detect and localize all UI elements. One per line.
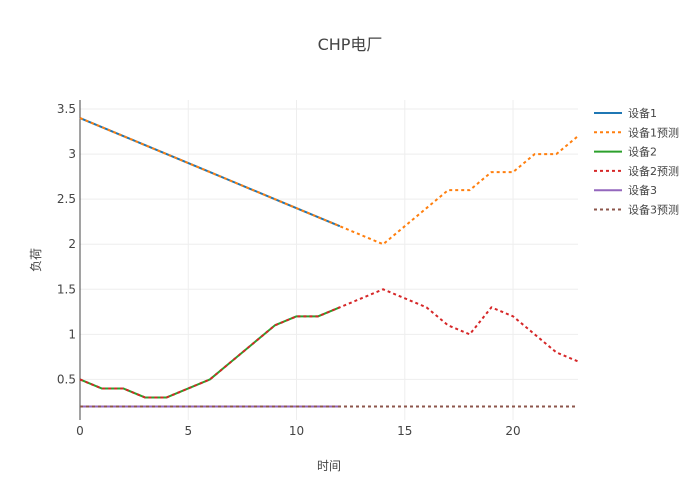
legend-label: 设备2预测 [628, 164, 679, 178]
y-tick-label: 3.5 [57, 102, 76, 116]
x-axis-title: 时间 [317, 459, 341, 473]
legend-item[interactable]: 设备2预测 [594, 164, 679, 178]
x-tick-label: 0 [76, 424, 84, 438]
legend-item[interactable]: 设备1 [594, 106, 657, 120]
y-tick-label: 1.5 [57, 282, 76, 296]
legend-label: 设备2 [628, 145, 657, 159]
y-tick-label: 2 [68, 237, 76, 251]
y-axis-title: 负荷 [29, 248, 43, 272]
axes-layer: 0.5 1 1.5 2 2.5 3 3.5 0 5 10 15 20 [57, 100, 521, 438]
y-tick-label: 1 [68, 327, 76, 341]
x-tick-label: 20 [505, 424, 520, 438]
y-tick-label: 2.5 [57, 192, 76, 206]
legend-label: 设备3 [628, 183, 657, 197]
legend-label: 设备3预测 [628, 203, 679, 217]
x-tick-label: 10 [289, 424, 304, 438]
grid-layer [80, 100, 578, 420]
series-layer [79, 117, 579, 408]
y-tick-label: 3 [68, 147, 76, 161]
legend-item[interactable]: 设备1预测 [594, 125, 679, 139]
x-tick-label: 15 [397, 424, 412, 438]
legend-label: 设备1预测 [628, 125, 679, 139]
chart-title: CHP电厂 [318, 35, 383, 54]
legend-label: 设备1 [628, 106, 657, 120]
legend-item[interactable]: 设备3预测 [594, 203, 679, 217]
series-line-4[interactable] [79, 288, 579, 399]
legend-item[interactable]: 设备2 [594, 145, 657, 159]
series-line-3[interactable] [79, 306, 341, 399]
y-tick-label: 0.5 [57, 372, 76, 386]
x-tick-label: 5 [184, 424, 192, 438]
legend-item[interactable]: 设备3 [594, 183, 657, 197]
